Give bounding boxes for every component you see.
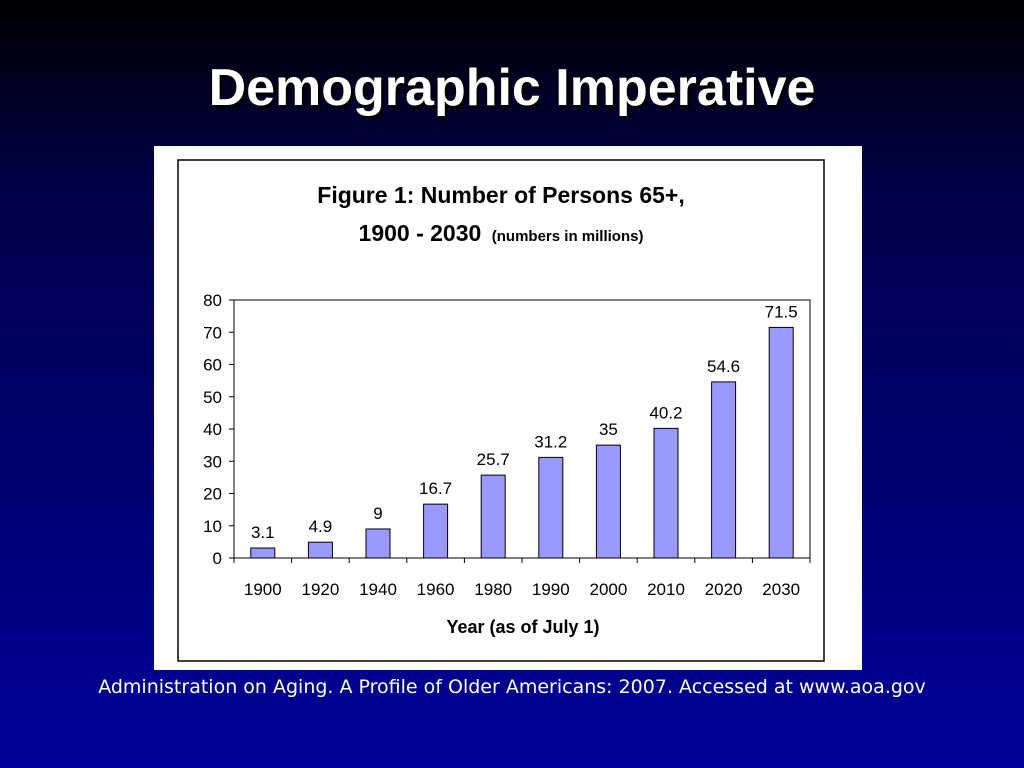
bar: [307, 541, 333, 559]
x-tick-label: 2000: [589, 580, 627, 599]
data-label: 40.2: [649, 403, 682, 422]
bar: [423, 503, 449, 559]
y-tick-label: 0: [213, 549, 222, 568]
data-label: 4.9: [309, 517, 333, 536]
y-tick-label: 80: [203, 291, 222, 310]
data-label: 31.2: [534, 432, 567, 451]
chart-title-line2: 1900 - 2030 (numbers in millions): [359, 220, 644, 246]
bar: [595, 444, 621, 559]
y-tick-label: 70: [203, 323, 222, 342]
data-label: 35: [599, 420, 618, 439]
data-label: 3.1: [251, 523, 275, 542]
citation: Administration on Aging. A Profile of Ol…: [98, 676, 926, 698]
y-tick-label: 60: [203, 356, 222, 375]
bar: [480, 474, 506, 559]
data-label: 9: [373, 504, 382, 523]
x-axis-label: Year (as of July 1): [446, 617, 599, 637]
chart-title-note: (numbers in millions): [492, 228, 644, 245]
bar: [365, 528, 391, 559]
data-label: 16.7: [419, 479, 452, 498]
x-tick-label: 2030: [762, 580, 800, 599]
bar: [538, 456, 564, 559]
chart-title-years: 1900 - 2030: [359, 220, 482, 246]
bar: [250, 547, 276, 559]
slide-title: Demographic Imperative: [208, 59, 816, 117]
figure-panel: Figure 1: Number of Persons 65+, 1900 - …: [154, 146, 862, 670]
x-tick-label: 1920: [301, 580, 339, 599]
x-tick-label: 1980: [474, 580, 512, 599]
x-tick-label: 1960: [417, 580, 455, 599]
x-tick-label: 1900: [244, 580, 282, 599]
bar: [768, 326, 794, 559]
y-tick-label: 40: [203, 420, 222, 439]
bar: [653, 427, 679, 559]
bar-chart: Figure 1: Number of Persons 65+, 1900 - …: [177, 159, 825, 662]
data-label: 54.6: [707, 357, 740, 376]
x-tick-label: 1990: [532, 580, 570, 599]
y-tick-label: 50: [203, 388, 222, 407]
plot-area: 010203040506070803.119004.919209194016.7…: [203, 291, 811, 599]
x-tick-label: 2020: [705, 580, 743, 599]
bar: [711, 381, 737, 559]
y-tick-label: 30: [203, 452, 222, 471]
chart-title-line1: Figure 1: Number of Persons 65+,: [317, 182, 684, 208]
data-label: 71.5: [765, 302, 798, 321]
y-tick-label: 10: [203, 517, 222, 536]
y-tick-label: 20: [203, 485, 222, 504]
data-label: 25.7: [477, 450, 510, 469]
x-tick-label: 1940: [359, 580, 397, 599]
x-tick-label: 2010: [647, 580, 685, 599]
